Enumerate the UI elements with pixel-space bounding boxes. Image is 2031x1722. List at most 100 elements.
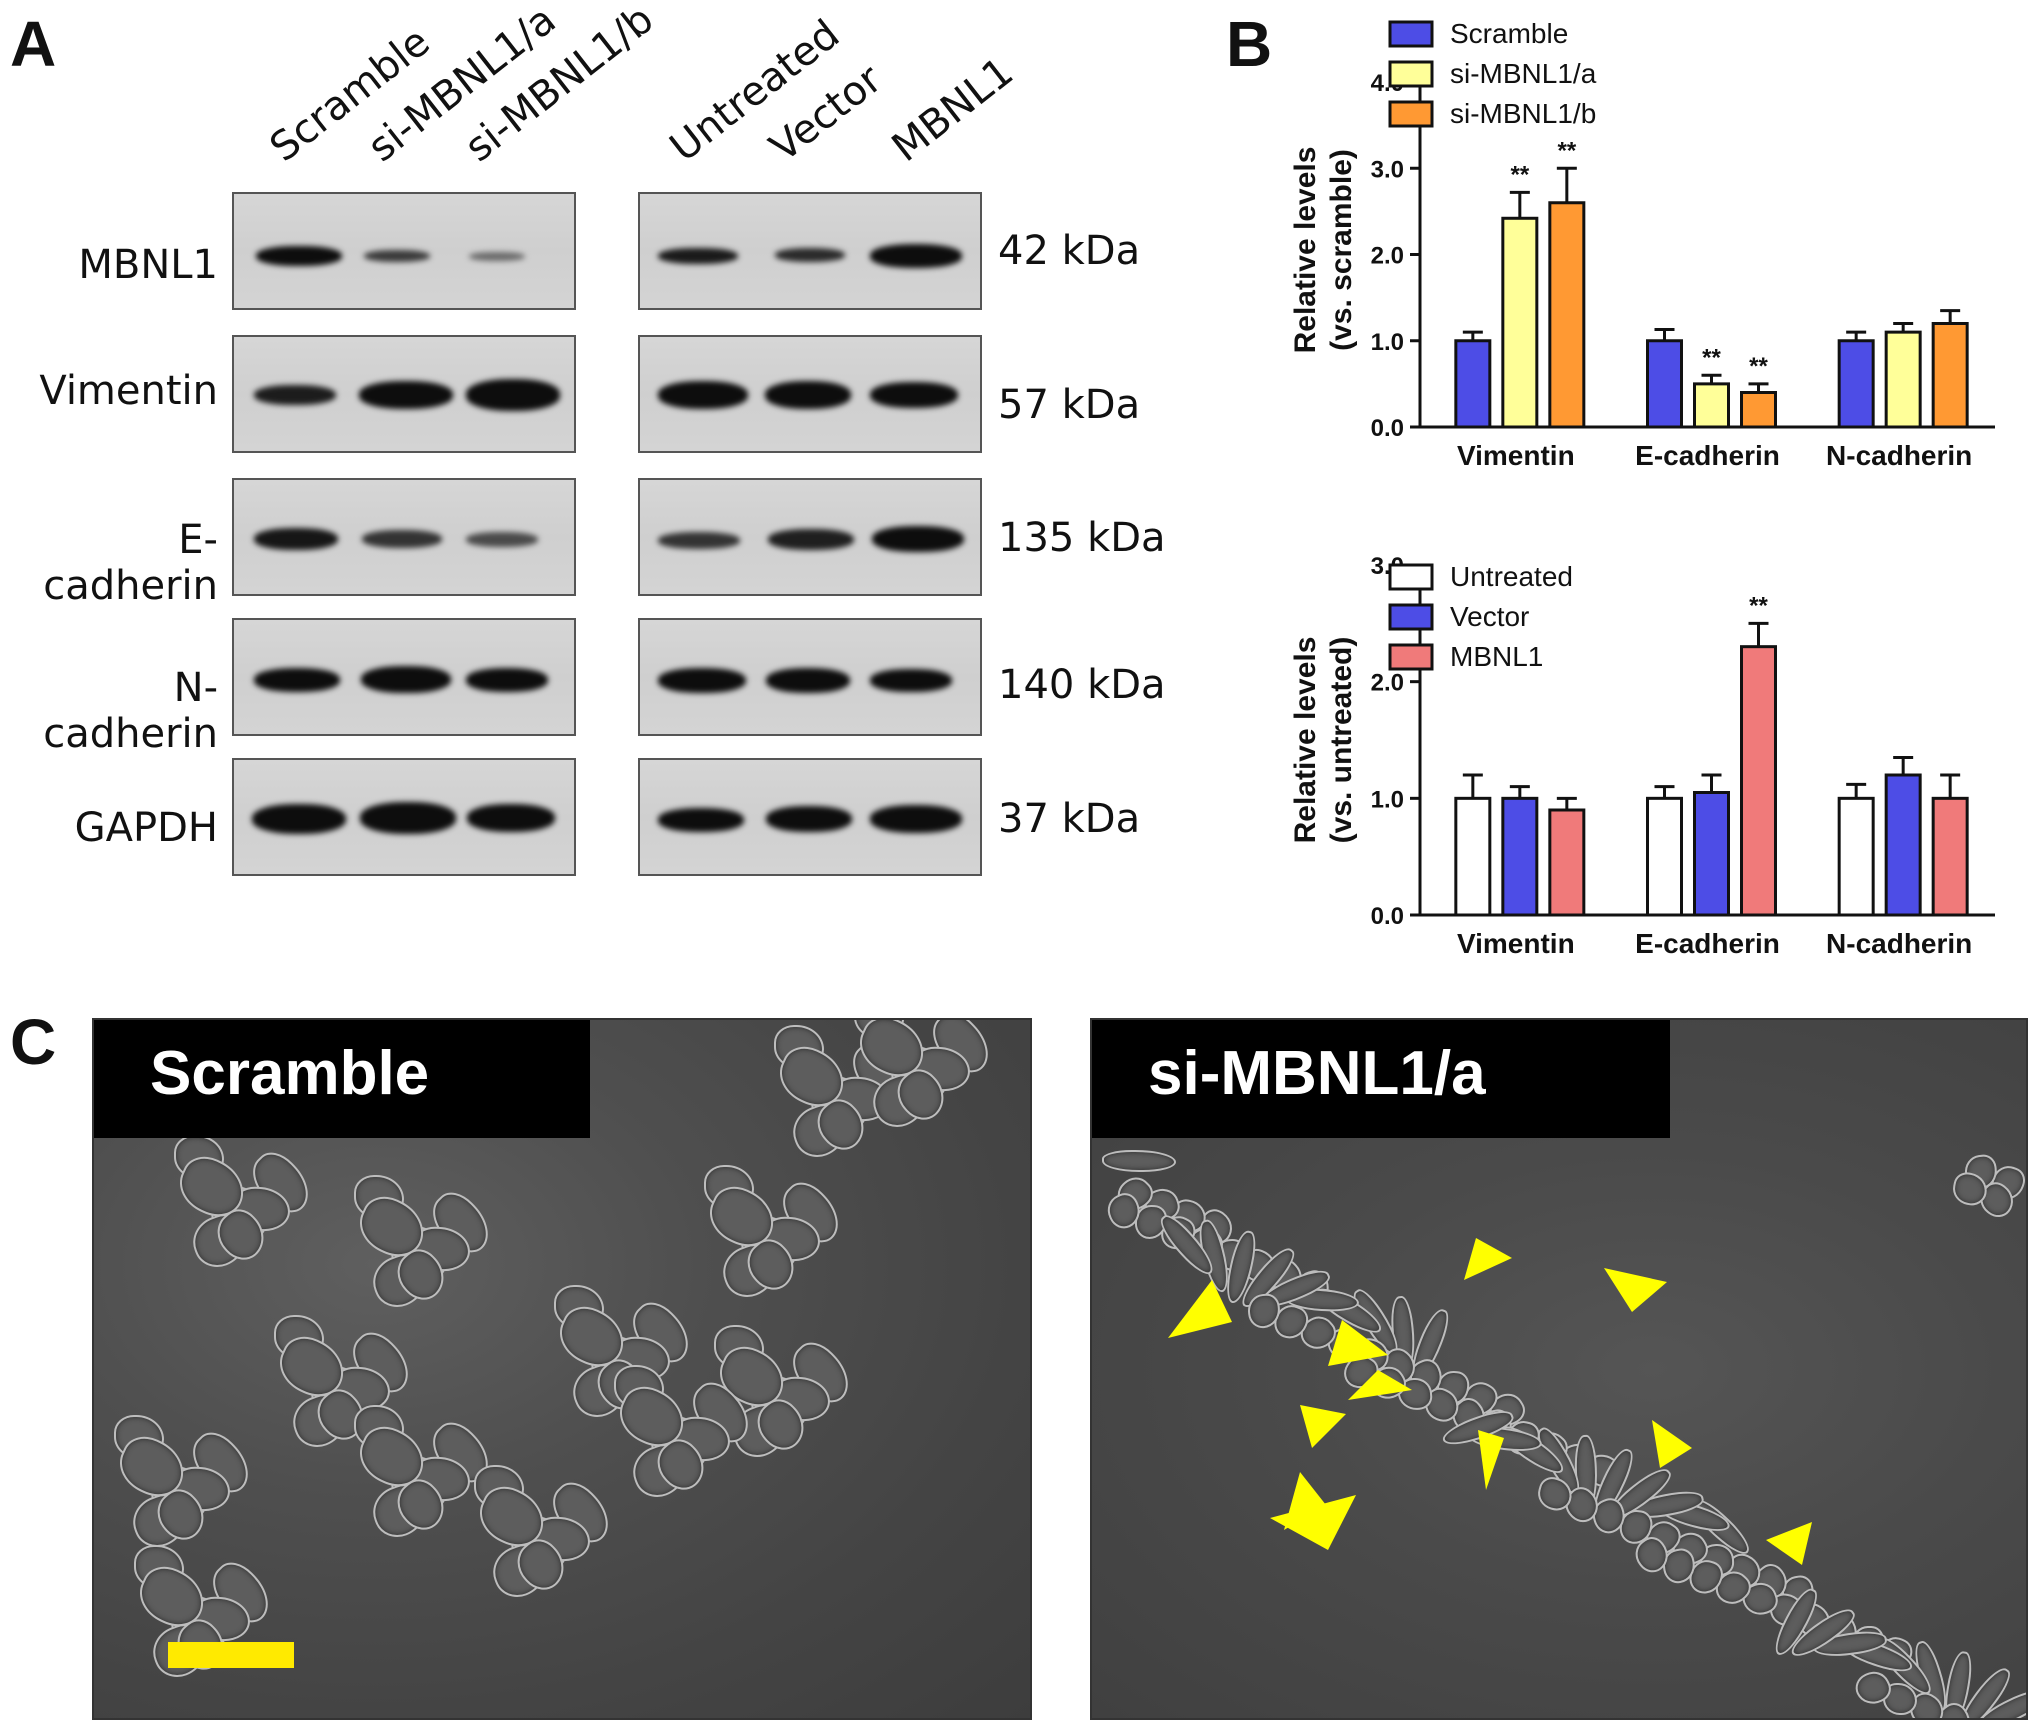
kda-label-n-cadherin: 140 kDa bbox=[998, 662, 1166, 708]
band bbox=[870, 805, 962, 833]
band bbox=[359, 381, 453, 409]
band bbox=[658, 381, 748, 409]
band bbox=[254, 668, 340, 692]
y-tick-label: 1.0 bbox=[1371, 329, 1404, 356]
y-axis-title-line: Relative levels bbox=[1289, 637, 1322, 844]
bar bbox=[1884, 773, 1922, 917]
legend-swatch bbox=[1388, 20, 1434, 48]
significance-label: ** bbox=[1749, 592, 1768, 619]
band bbox=[872, 526, 964, 552]
panel-letter-b: B bbox=[1226, 8, 1273, 80]
band bbox=[254, 385, 336, 405]
band bbox=[364, 250, 430, 262]
y-axis-title: Relative levels (vs. untreated) bbox=[1289, 637, 1358, 844]
kda-label-gapdh: 37 kDa bbox=[998, 796, 1141, 842]
legend-swatch bbox=[1388, 100, 1434, 128]
x-tick-label: N-cadherin bbox=[1826, 928, 1972, 959]
legend-label: si-MBNL1/b bbox=[1450, 98, 1596, 129]
x-tick-label: N-cadherin bbox=[1826, 440, 1972, 471]
row-label-mbnl1: MBNL1 bbox=[78, 242, 218, 288]
bar bbox=[1693, 791, 1730, 917]
blot-e-cadherin-knockdown bbox=[232, 478, 576, 596]
significance-label: ** bbox=[1557, 137, 1576, 164]
bar bbox=[1931, 796, 1969, 917]
arrowhead-icon bbox=[1464, 1238, 1512, 1280]
band bbox=[768, 529, 854, 550]
significance-label: ** bbox=[1749, 353, 1768, 380]
blot-n-cadherin-overexpression bbox=[638, 618, 982, 736]
bar bbox=[1931, 322, 1969, 429]
micrograph-title-scramble: Scramble bbox=[94, 1020, 590, 1138]
bar bbox=[1837, 339, 1875, 429]
arrowhead-icon bbox=[1478, 1430, 1504, 1490]
kda-label-vimentin: 57 kDa bbox=[998, 382, 1141, 428]
y-tick-label: 2.0 bbox=[1371, 243, 1404, 270]
band bbox=[469, 252, 525, 261]
bar bbox=[1454, 339, 1492, 429]
bar bbox=[1646, 796, 1683, 917]
y-tick-label: 0.0 bbox=[1371, 903, 1404, 930]
legend-label: Untreated bbox=[1450, 561, 1573, 592]
y-tick-label: 3.0 bbox=[1371, 156, 1404, 183]
band bbox=[252, 804, 346, 834]
legend-label: si-MBNL1/a bbox=[1450, 58, 1597, 89]
legend-swatch bbox=[1388, 563, 1434, 591]
blot-vimentin-knockdown bbox=[232, 335, 576, 453]
arrowhead-icon bbox=[1328, 1320, 1388, 1366]
blot-vimentin-overexpression bbox=[638, 335, 982, 453]
band bbox=[360, 802, 456, 834]
bar bbox=[1884, 330, 1922, 429]
blot-mbnl1-overexpression bbox=[638, 192, 982, 310]
y-tick-label: 0.0 bbox=[1371, 415, 1404, 442]
bar bbox=[1837, 796, 1875, 917]
bar bbox=[1548, 808, 1586, 917]
arrowhead-icon bbox=[1168, 1280, 1232, 1338]
arrowhead-icon bbox=[1766, 1522, 1812, 1565]
significance-label: ** bbox=[1510, 161, 1529, 188]
band bbox=[870, 382, 958, 408]
row-label-gapdh: GAPDH bbox=[74, 805, 218, 851]
band bbox=[254, 528, 338, 550]
arrowhead-icon bbox=[1652, 1420, 1692, 1468]
band bbox=[658, 808, 744, 832]
band bbox=[361, 666, 451, 693]
band bbox=[467, 804, 555, 832]
band bbox=[658, 248, 738, 264]
arrowhead-icon bbox=[1604, 1268, 1667, 1312]
blot-n-cadherin-knockdown bbox=[232, 618, 576, 736]
band bbox=[466, 532, 538, 547]
arrowheads bbox=[1168, 1238, 1812, 1565]
row-label-e-cadherin: E-cadherin bbox=[43, 517, 218, 609]
cell bbox=[1102, 1150, 1176, 1172]
bar bbox=[1740, 645, 1777, 917]
band bbox=[766, 806, 852, 832]
band bbox=[870, 244, 962, 268]
x-tick-label: Vimentin bbox=[1457, 928, 1575, 959]
blot-gapdh-overexpression bbox=[638, 758, 982, 876]
blot-mbnl1-knockdown bbox=[232, 192, 576, 310]
panel-letter-c: C bbox=[10, 1006, 57, 1078]
bar bbox=[1501, 796, 1539, 917]
panel-letter-a: A bbox=[10, 8, 57, 80]
band bbox=[466, 668, 548, 692]
blot-gapdh-knockdown bbox=[232, 758, 576, 876]
arrowhead-icon bbox=[1270, 1495, 1356, 1550]
band bbox=[870, 669, 952, 692]
row-label-vimentin: Vimentin bbox=[39, 368, 218, 414]
row-label-n-cadherin: N-cadherin bbox=[43, 665, 218, 757]
legend-label: MBNL1 bbox=[1450, 641, 1543, 672]
arrowhead-icon bbox=[1348, 1370, 1412, 1400]
bar bbox=[1454, 796, 1492, 917]
x-tick-label: E-cadherin bbox=[1635, 928, 1780, 959]
legend-label: Vector bbox=[1450, 601, 1529, 632]
bar bbox=[1646, 339, 1683, 429]
arrowhead-icon bbox=[1300, 1405, 1346, 1448]
band bbox=[658, 532, 740, 549]
bar bbox=[1693, 382, 1730, 429]
band bbox=[466, 379, 560, 411]
blot-e-cadherin-overexpression bbox=[638, 478, 982, 596]
y-axis-title-line: (vs. untreated) bbox=[1325, 637, 1358, 844]
y-tick-label: 1.0 bbox=[1371, 786, 1404, 813]
kda-label-e-cadherin: 135 kDa bbox=[998, 515, 1166, 561]
